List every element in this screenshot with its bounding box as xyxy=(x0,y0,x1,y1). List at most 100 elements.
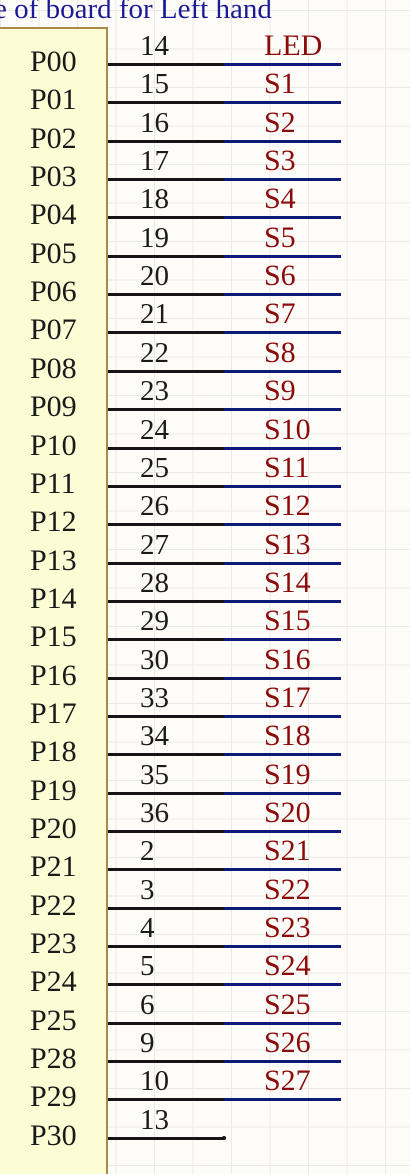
pin-number: 20 xyxy=(140,260,169,293)
pin-wire[interactable] xyxy=(108,1021,224,1025)
pin-label: P30 xyxy=(30,1118,77,1152)
net-wire[interactable] xyxy=(224,331,341,335)
pin-number: 21 xyxy=(140,298,169,331)
net-label[interactable]: S11 xyxy=(264,450,310,484)
net-wire[interactable] xyxy=(224,714,341,718)
pin-wire[interactable] xyxy=(108,484,224,488)
pin-wire[interactable] xyxy=(108,369,224,373)
net-wire[interactable] xyxy=(224,945,341,949)
net-wire[interactable] xyxy=(224,638,341,642)
pin-label: P00 xyxy=(30,45,77,78)
net-label[interactable]: S21 xyxy=(264,834,311,868)
net-label[interactable]: S1 xyxy=(264,67,296,101)
net-wire[interactable] xyxy=(224,983,341,987)
net-label[interactable]: S6 xyxy=(264,259,296,293)
net-wire[interactable] xyxy=(224,906,341,910)
pin-wire[interactable] xyxy=(108,714,224,718)
net-wire[interactable] xyxy=(224,868,341,872)
pin-wire[interactable] xyxy=(108,945,224,949)
pin-number: 22 xyxy=(140,336,169,369)
pin-wire[interactable] xyxy=(108,906,224,910)
net-wire[interactable] xyxy=(224,101,341,105)
pin-number: 23 xyxy=(140,375,169,408)
net-wire[interactable] xyxy=(224,561,341,565)
net-label[interactable]: S26 xyxy=(264,1026,311,1060)
pin-wire[interactable] xyxy=(108,254,224,258)
pin-wire[interactable] xyxy=(108,1060,224,1064)
pin-wire[interactable] xyxy=(108,216,224,220)
pin-number: 16 xyxy=(140,106,169,139)
net-wire[interactable] xyxy=(224,1098,341,1102)
net-wire[interactable] xyxy=(224,139,341,143)
net-wire[interactable] xyxy=(224,791,341,795)
net-label[interactable]: S15 xyxy=(264,604,311,638)
net-label[interactable]: S17 xyxy=(264,680,311,714)
net-wire[interactable] xyxy=(224,446,341,450)
net-label[interactable]: S18 xyxy=(264,719,311,753)
net-label[interactable]: S2 xyxy=(264,105,296,139)
net-label[interactable]: S8 xyxy=(264,335,296,369)
net-wire[interactable] xyxy=(224,63,341,66)
pin-label: P25 xyxy=(30,1003,77,1037)
pin-wire[interactable] xyxy=(108,753,224,757)
component-body[interactable] xyxy=(0,27,108,1174)
pin-wire[interactable] xyxy=(108,791,224,795)
net-label[interactable]: LED xyxy=(264,29,323,62)
net-label[interactable]: S24 xyxy=(264,949,311,983)
net-wire[interactable] xyxy=(224,178,341,182)
pin-wire[interactable] xyxy=(108,868,224,872)
net-label[interactable]: S10 xyxy=(264,412,311,446)
net-label[interactable]: S25 xyxy=(264,987,311,1021)
pin-wire[interactable] xyxy=(108,178,224,182)
pin-wire[interactable] xyxy=(108,293,224,297)
net-wire[interactable] xyxy=(224,599,341,603)
net-label[interactable]: S22 xyxy=(264,872,311,906)
net-wire[interactable] xyxy=(224,830,341,833)
net-wire[interactable] xyxy=(224,676,341,680)
pin-number: 25 xyxy=(140,451,169,484)
pin-wire[interactable] xyxy=(108,523,224,527)
net-label[interactable]: S23 xyxy=(264,911,311,945)
pin-wire[interactable] xyxy=(108,408,224,412)
pin-wire[interactable] xyxy=(108,1098,224,1102)
pin-wire[interactable] xyxy=(108,830,224,833)
net-wire[interactable] xyxy=(224,523,341,527)
net-label[interactable]: S12 xyxy=(264,489,311,523)
schematic-title: le of board for Left hand xyxy=(0,0,272,25)
net-wire[interactable] xyxy=(224,1060,341,1064)
net-wire[interactable] xyxy=(224,1021,341,1025)
pin-wire[interactable] xyxy=(108,139,224,143)
pin-wire[interactable] xyxy=(108,331,224,335)
pin-wire[interactable] xyxy=(108,1136,224,1140)
net-label[interactable]: S27 xyxy=(264,1064,311,1098)
net-wire[interactable] xyxy=(224,369,341,373)
net-label[interactable]: S19 xyxy=(264,757,311,791)
pin-wire[interactable] xyxy=(108,63,224,66)
net-label[interactable]: S4 xyxy=(264,182,296,216)
net-wire[interactable] xyxy=(224,254,341,258)
net-label[interactable]: S3 xyxy=(264,144,296,178)
pin-wire[interactable] xyxy=(108,101,224,105)
pin-wire[interactable] xyxy=(108,638,224,642)
net-label[interactable]: S7 xyxy=(264,297,296,331)
pin-number: 18 xyxy=(140,183,169,216)
net-wire[interactable] xyxy=(224,293,341,297)
pin-number: 24 xyxy=(140,413,169,446)
net-label[interactable]: S20 xyxy=(264,796,311,829)
net-label[interactable]: S9 xyxy=(264,374,296,408)
net-wire[interactable] xyxy=(224,753,341,757)
net-wire[interactable] xyxy=(224,408,341,412)
net-label[interactable]: S16 xyxy=(264,642,311,676)
net-wire[interactable] xyxy=(224,484,341,488)
net-label[interactable]: S13 xyxy=(264,527,311,561)
pin-number: 30 xyxy=(140,643,169,676)
pin-wire[interactable] xyxy=(108,446,224,450)
pin-wire[interactable] xyxy=(108,599,224,603)
pin-wire[interactable] xyxy=(108,983,224,987)
net-label[interactable]: S5 xyxy=(264,220,296,254)
pin-wire[interactable] xyxy=(108,676,224,680)
net-wire[interactable] xyxy=(224,216,341,220)
net-label[interactable]: S14 xyxy=(264,565,311,599)
pin-wire[interactable] xyxy=(108,561,224,565)
